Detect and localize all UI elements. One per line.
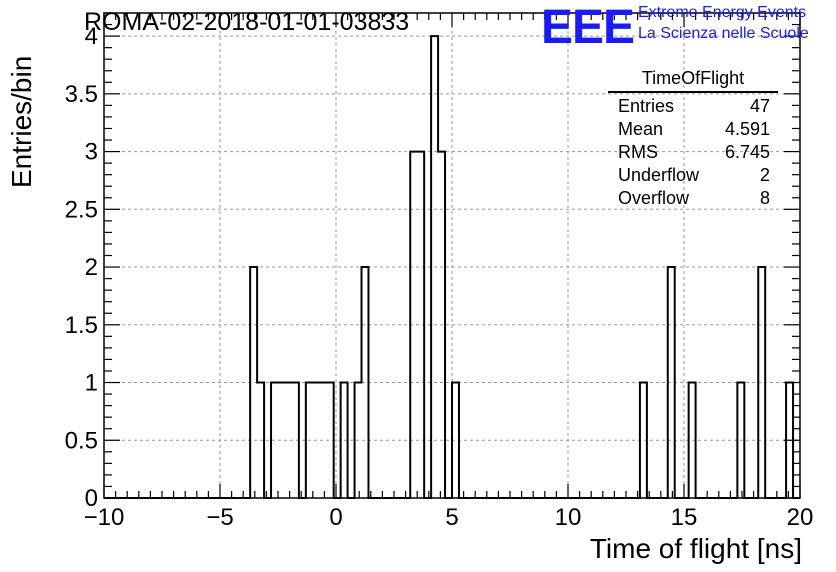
stats-title: TimeOfFlight <box>608 68 778 93</box>
x-tick-label: 5 <box>445 504 458 531</box>
stats-label: Underflow <box>618 165 700 185</box>
stats-box: TimeOfFlight Entries 47 Mean 4.591 RMS 6… <box>608 68 778 210</box>
x-tick-label: 0 <box>329 504 342 531</box>
stats-value: 2 <box>759 165 770 185</box>
stats-row-entries: Entries 47 <box>608 95 778 118</box>
plot-title: ROMA-02-2018-01-01-03833 <box>84 8 410 36</box>
axes: −10 −5 0 5 10 15 20 0 0.5 1 1.5 2 2.5 3 3.5 4 <box>65 12 814 531</box>
y-tick-label: 0 <box>85 485 98 512</box>
histogram-outline <box>104 35 800 499</box>
y-tick-label: 0.5 <box>65 427 98 454</box>
y-tick-label: 2.5 <box>65 196 98 223</box>
stats-label: RMS <box>618 142 658 162</box>
y-tick-label: 2 <box>85 254 98 281</box>
x-axis-label: Time of flight [ns] <box>589 533 802 564</box>
stats-row-mean: Mean 4.591 <box>608 118 778 141</box>
y-tick-label: 4 <box>85 23 98 50</box>
x-tick-label: 10 <box>555 504 582 531</box>
stats-row-overflow: Overflow 8 <box>608 187 778 210</box>
y-axis-label: Entries/bin <box>6 55 37 188</box>
stats-value: 47 <box>749 96 770 116</box>
stats-label: Entries <box>618 96 675 116</box>
stats-value: 6.745 <box>724 142 770 162</box>
stats-row-underflow: Underflow 2 <box>608 164 778 187</box>
x-tick-label: 20 <box>787 504 814 531</box>
x-tick-label: −5 <box>206 504 233 531</box>
x-tick-label: −10 <box>84 504 125 531</box>
eee-logo: EEE <box>541 1 635 54</box>
histogram-bins <box>104 35 800 499</box>
stats-value: 8 <box>759 188 770 208</box>
y-tick-label: 3.5 <box>65 81 98 108</box>
y-tick-label: 1.5 <box>65 312 98 339</box>
x-tick-label: 15 <box>671 504 698 531</box>
y-tick-label: 1 <box>85 370 98 397</box>
stats-label: Overflow <box>618 188 690 208</box>
stats-value: 4.591 <box>724 119 770 139</box>
stats-row-rms: RMS 6.745 <box>608 141 778 164</box>
logo-line1: Extreme Energy Events <box>638 4 807 21</box>
stats-label: Mean <box>618 119 664 139</box>
y-tick-label: 3 <box>85 139 98 166</box>
logo-line2: La Scienza nelle Scuole <box>638 25 809 42</box>
